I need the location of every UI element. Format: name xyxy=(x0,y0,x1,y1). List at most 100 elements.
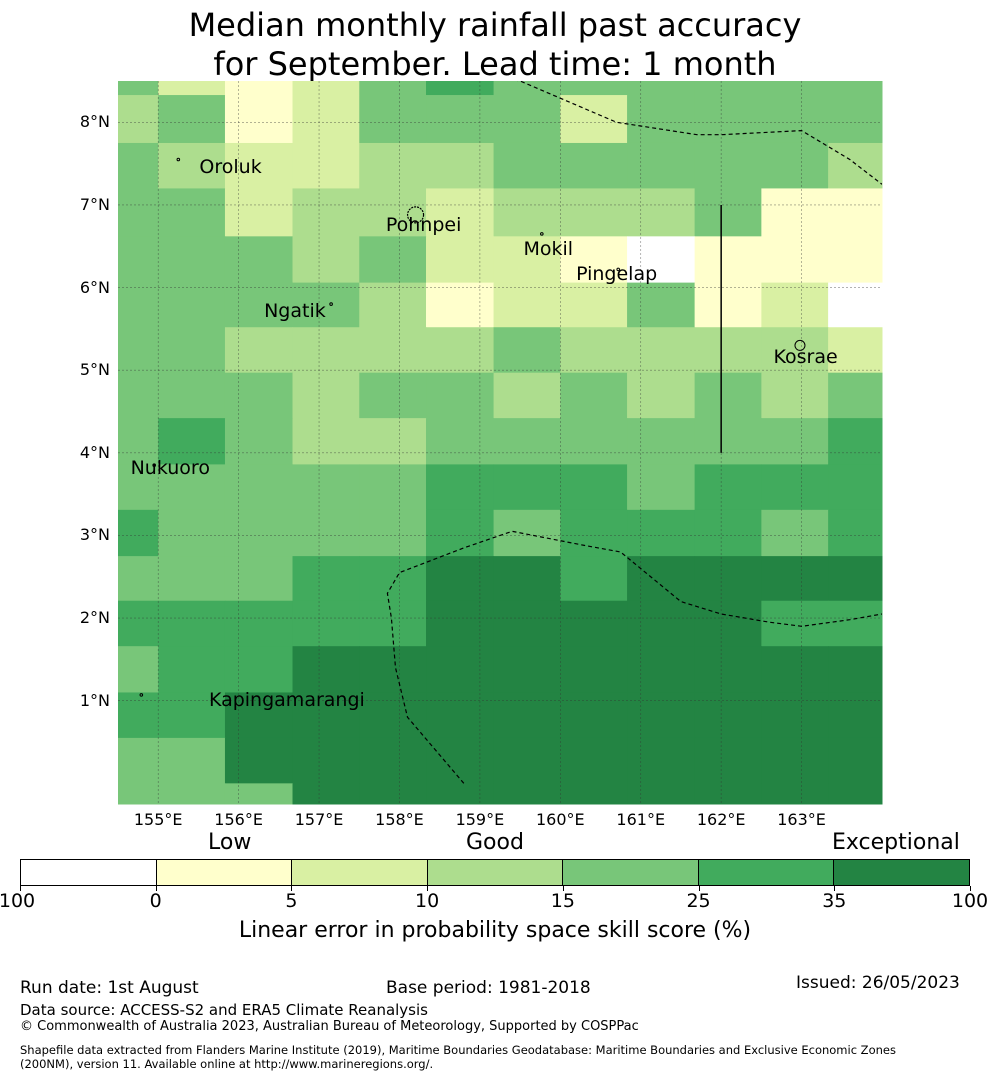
longitude-tick-label: 155°E xyxy=(133,810,183,829)
grid-cell xyxy=(493,236,561,284)
grid-cell xyxy=(694,646,762,693)
grid-cell xyxy=(426,737,495,784)
grid-cell xyxy=(493,95,561,144)
shapefile-credit-line2: (200NM), version 11. Available online at… xyxy=(20,1057,434,1071)
eez-boundary-line xyxy=(386,530,882,784)
grid-cell xyxy=(828,646,883,693)
grid-cell xyxy=(224,464,294,511)
grid-cell xyxy=(828,783,883,805)
grid-cell xyxy=(118,556,159,602)
grid-cell xyxy=(493,464,561,511)
colorbar-tick-mark xyxy=(155,886,157,891)
grid-cell xyxy=(694,95,762,144)
grid-cell xyxy=(158,81,226,96)
island-outline xyxy=(794,339,806,351)
place-label: Pingelap xyxy=(576,263,658,286)
longitude-tick-label: 160°E xyxy=(535,810,585,829)
colorbar-tick-mark xyxy=(834,886,836,891)
grid-cell xyxy=(359,81,427,96)
grid-cell xyxy=(359,236,427,284)
grid-cell xyxy=(493,600,561,647)
grid-cell xyxy=(694,783,762,805)
grid-cell xyxy=(292,95,360,144)
grid-cell xyxy=(828,556,883,602)
longitude-tick-label: 162°E xyxy=(696,810,746,829)
grid-cell xyxy=(560,737,628,784)
islands xyxy=(139,157,806,697)
grid-cell xyxy=(560,327,628,374)
grid-cell xyxy=(493,737,561,784)
grid-cell xyxy=(426,783,495,805)
colorbar-tick-mark xyxy=(427,886,429,891)
longitude-tick-label: 156°E xyxy=(214,810,263,829)
grid-cell xyxy=(560,600,628,647)
grid-cell xyxy=(761,418,829,465)
grid-cell xyxy=(560,464,628,511)
grid-cell xyxy=(627,418,696,465)
map-title-line1: Median monthly rainfall past accuracy xyxy=(188,6,802,44)
grid-cell xyxy=(560,509,628,557)
grid-cell xyxy=(224,236,294,284)
grid-cell xyxy=(627,783,696,805)
grid-cell xyxy=(761,142,829,189)
grid-cell xyxy=(224,600,294,647)
grid-cell xyxy=(828,737,883,784)
grid-cell xyxy=(627,692,696,739)
grid-cell xyxy=(828,692,883,739)
grid-cell xyxy=(694,737,762,784)
grid-cell xyxy=(158,783,226,805)
grid-cell xyxy=(292,556,360,602)
grid-cell xyxy=(224,282,294,328)
base-period: Base period: 1981-2018 xyxy=(386,978,591,998)
grid-cell xyxy=(694,692,762,739)
grid-cell xyxy=(118,692,159,739)
grid-cell xyxy=(224,646,294,693)
colorbar-tick-mark xyxy=(970,886,971,891)
grid-cell xyxy=(828,142,883,189)
grid-cell xyxy=(426,142,495,189)
grid-cell xyxy=(118,737,159,784)
grid-cell xyxy=(292,783,360,805)
place-label: Mokil xyxy=(523,238,574,261)
grid-cell xyxy=(761,95,829,144)
grid-cell xyxy=(118,188,159,237)
grid-cell xyxy=(694,556,762,602)
grid-cell xyxy=(560,236,628,284)
run-date: Run date: 1st August xyxy=(20,978,199,998)
category-low: Low xyxy=(208,830,252,855)
grid-cell xyxy=(426,464,495,511)
grid-cell xyxy=(627,600,696,647)
grid-cell xyxy=(158,418,226,465)
grid-cell xyxy=(118,142,159,189)
place-label: Kosrae xyxy=(773,345,838,368)
grid-cell xyxy=(426,372,495,419)
island-outline xyxy=(152,463,156,468)
latitude-tick-label: 4°N xyxy=(79,442,110,462)
grid-cell xyxy=(426,556,495,602)
shapefile-credit-line1: Shapefile data extracted from Flanders M… xyxy=(20,1043,896,1057)
grid-cell xyxy=(560,692,628,739)
grid-cell xyxy=(224,188,294,237)
grid-cell xyxy=(560,81,628,96)
grid-cell xyxy=(627,188,696,237)
grid-cell xyxy=(426,327,495,374)
grid-cell xyxy=(292,142,360,189)
grid-cell xyxy=(828,236,883,284)
grid-cell xyxy=(359,509,427,557)
grid-cell xyxy=(627,142,696,189)
graticule xyxy=(118,81,882,804)
grid-cell xyxy=(359,737,427,784)
grid-cell xyxy=(694,600,762,647)
grid-cell xyxy=(761,282,829,328)
grid-cell xyxy=(761,737,829,784)
grid-cell xyxy=(761,556,829,602)
data-source: Data source: ACCESS-S2 and ERA5 Climate … xyxy=(20,1001,428,1019)
grid-cell xyxy=(224,81,294,96)
grid-cell xyxy=(627,236,696,284)
grid-cell xyxy=(828,464,883,511)
grid-cell xyxy=(761,188,829,237)
colorbar-tick-label: 100 xyxy=(951,890,989,912)
latitude-tick-label: 3°N xyxy=(79,525,110,545)
colorbar-segment xyxy=(427,860,564,885)
category-good: Good xyxy=(466,830,524,855)
